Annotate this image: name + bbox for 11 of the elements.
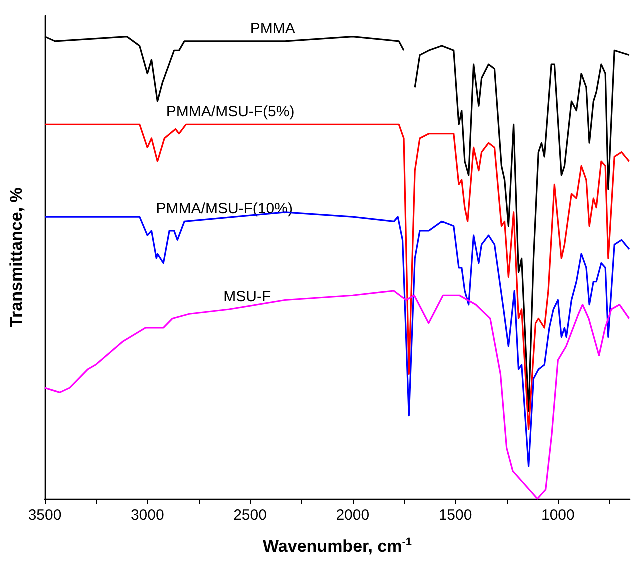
series-label: PMMA/MSU-F(5%)	[166, 104, 295, 121]
x-tick-label: 3000	[130, 507, 164, 524]
x-tick-label: 1500	[438, 507, 472, 524]
series-label: PMMA/MSU-F(10%)	[156, 200, 293, 218]
x-tick-label: 2000	[336, 507, 370, 524]
x-tick-label: 3500	[28, 507, 62, 524]
y-axis-title: Transmittance, %	[7, 188, 26, 328]
x-tick-label: 2500	[234, 507, 267, 524]
series-label: MSU-F	[224, 288, 272, 306]
x-tick-label: 1000	[541, 507, 575, 524]
series-label: PMMA	[250, 20, 296, 38]
